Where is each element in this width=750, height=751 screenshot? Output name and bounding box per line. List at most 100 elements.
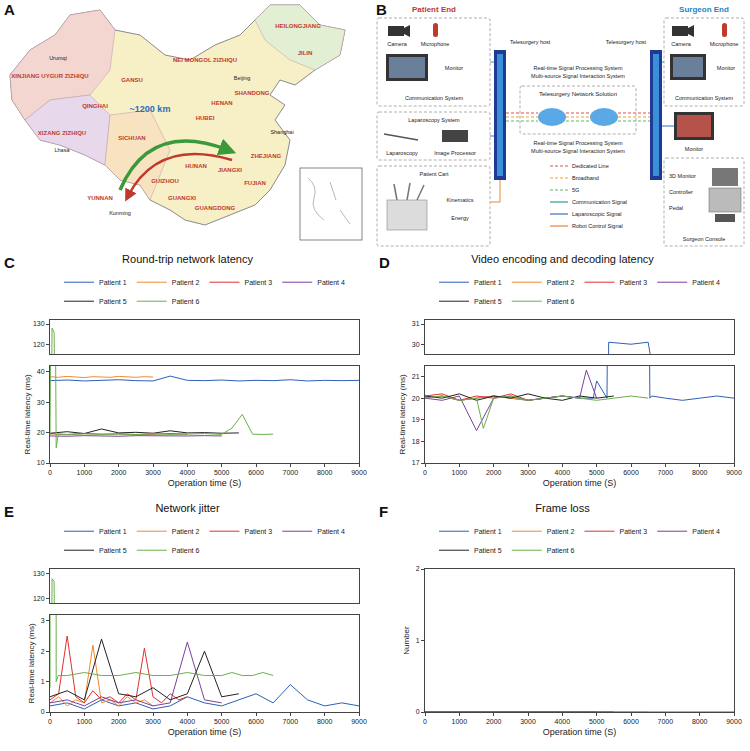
svg-text:0: 0 xyxy=(41,708,45,715)
svg-text:Patient 5: Patient 5 xyxy=(474,547,502,554)
svg-text:1000: 1000 xyxy=(452,718,468,725)
svg-text:3000: 3000 xyxy=(145,718,161,725)
svg-text:Dedicated Line: Dedicated Line xyxy=(572,163,609,169)
svg-text:SICHUAN: SICHUAN xyxy=(118,135,145,141)
svg-text:1: 1 xyxy=(41,678,45,685)
svg-text:1000: 1000 xyxy=(77,718,93,725)
svg-text:5000: 5000 xyxy=(214,469,230,476)
svg-text:1000: 1000 xyxy=(77,469,93,476)
svg-text:Patient 6: Patient 6 xyxy=(547,547,575,554)
svg-text:Patient 3: Patient 3 xyxy=(244,279,272,286)
svg-text:Multi-source Signal Interactio: Multi-source Signal Interaction System xyxy=(531,148,625,154)
svg-text:Camera: Camera xyxy=(671,41,692,47)
svg-text:Surgeon Console: Surgeon Console xyxy=(683,236,726,242)
svg-text:19: 19 xyxy=(412,416,420,423)
svg-text:Patient 4: Patient 4 xyxy=(692,279,720,286)
svg-text:8000: 8000 xyxy=(317,718,333,725)
svg-text:Real-time latency (ms): Real-time latency (ms) xyxy=(24,374,33,454)
svg-text:30: 30 xyxy=(412,341,420,348)
svg-text:8000: 8000 xyxy=(692,469,708,476)
svg-text:Real-time Signal Processing Sy: Real-time Signal Processing System xyxy=(534,65,623,71)
svg-text:Microphone: Microphone xyxy=(421,41,450,47)
svg-text:HUNAN: HUNAN xyxy=(185,163,207,169)
svg-text:HEILONGJIANG: HEILONGJIANG xyxy=(275,23,321,29)
svg-text:GANSU: GANSU xyxy=(121,77,143,83)
svg-text:5000: 5000 xyxy=(589,469,605,476)
svg-text:18: 18 xyxy=(412,438,420,445)
svg-text:Operation time (S): Operation time (S) xyxy=(543,478,617,488)
svg-text:HUBEI: HUBEI xyxy=(196,115,215,121)
svg-text:Broadband: Broadband xyxy=(572,175,599,181)
svg-text:~1200 km: ~1200 km xyxy=(130,104,171,114)
svg-text:7000: 7000 xyxy=(283,718,299,725)
svg-text:7000: 7000 xyxy=(283,469,299,476)
svg-text:6000: 6000 xyxy=(623,469,639,476)
svg-text:2: 2 xyxy=(416,565,420,572)
svg-text:17: 17 xyxy=(412,459,420,466)
svg-text:FUJIAN: FUJIAN xyxy=(244,180,266,186)
svg-text:XINJIANG UYGUR ZIZHIQU: XINJIANG UYGUR ZIZHIQU xyxy=(11,73,88,79)
svg-text:Surgeon End: Surgeon End xyxy=(679,5,729,14)
svg-text:Pedal: Pedal xyxy=(669,205,683,211)
svg-text:Number: Number xyxy=(402,626,411,655)
svg-text:Video encoding and decoding la: Video encoding and decoding latency xyxy=(471,253,654,265)
svg-text:XIZANG ZIZHIQU: XIZANG ZIZHIQU xyxy=(38,130,86,136)
svg-text:Real-time latency (ms): Real-time latency (ms) xyxy=(27,623,36,703)
svg-text:2: 2 xyxy=(41,648,45,655)
svg-text:Patient 1: Patient 1 xyxy=(99,528,127,535)
svg-text:Telesurgery Network Solution: Telesurgery Network Solution xyxy=(539,91,617,97)
svg-text:Patient 3: Patient 3 xyxy=(619,279,647,286)
svg-text:GUANGXI: GUANGXI xyxy=(168,195,196,201)
svg-text:Patient End: Patient End xyxy=(412,5,456,14)
svg-text:120: 120 xyxy=(33,341,45,348)
svg-text:GUANGDONG: GUANGDONG xyxy=(195,205,236,211)
svg-text:9000: 9000 xyxy=(726,718,742,725)
svg-text:Operation time (S): Operation time (S) xyxy=(168,478,242,488)
svg-text:Frame loss: Frame loss xyxy=(535,502,590,514)
svg-text:130: 130 xyxy=(33,570,45,577)
svg-text:20: 20 xyxy=(412,395,420,402)
svg-text:Kunming: Kunming xyxy=(109,210,131,216)
svg-text:30: 30 xyxy=(37,399,45,406)
svg-text:3: 3 xyxy=(41,617,45,624)
svg-text:8000: 8000 xyxy=(692,718,708,725)
svg-text:Microphone: Microphone xyxy=(710,41,739,47)
svg-text:3000: 3000 xyxy=(520,718,536,725)
svg-text:Communication Signal: Communication Signal xyxy=(572,199,627,205)
svg-text:Image Processor: Image Processor xyxy=(434,150,476,156)
svg-text:Monitor: Monitor xyxy=(717,65,736,71)
svg-text:Patient 2: Patient 2 xyxy=(547,279,575,286)
svg-text:31: 31 xyxy=(412,320,420,327)
svg-text:9000: 9000 xyxy=(351,718,367,725)
svg-text:Monitor: Monitor xyxy=(685,146,704,152)
svg-text:Communication System: Communication System xyxy=(405,95,463,101)
svg-text:0: 0 xyxy=(423,718,427,725)
svg-text:Urumqi: Urumqi xyxy=(49,55,67,61)
svg-text:Patient 1: Patient 1 xyxy=(474,279,502,286)
svg-text:2000: 2000 xyxy=(486,469,502,476)
svg-text:Multi-source Signal Interactio: Multi-source Signal Interaction System xyxy=(531,73,625,79)
svg-text:Network jitter: Network jitter xyxy=(155,502,220,514)
svg-text:21: 21 xyxy=(412,373,420,380)
svg-text:HENAN: HENAN xyxy=(211,100,232,106)
svg-text:Patient 6: Patient 6 xyxy=(172,298,200,305)
svg-text:Operation time (S): Operation time (S) xyxy=(543,727,617,737)
svg-text:Patient 5: Patient 5 xyxy=(99,547,127,554)
svg-text:Lhasa: Lhasa xyxy=(55,147,71,153)
svg-text:Operation time (S): Operation time (S) xyxy=(168,727,242,737)
svg-text:1: 1 xyxy=(416,637,420,644)
svg-text:5G: 5G xyxy=(572,187,579,193)
svg-text:3000: 3000 xyxy=(520,469,536,476)
svg-text:Patient 5: Patient 5 xyxy=(474,298,502,305)
svg-text:Controller: Controller xyxy=(669,189,693,195)
svg-text:Patient 3: Patient 3 xyxy=(244,528,272,535)
svg-text:NEI MONGOL ZIZHIQU: NEI MONGOL ZIZHIQU xyxy=(173,57,237,63)
svg-text:9000: 9000 xyxy=(726,469,742,476)
svg-text:0: 0 xyxy=(48,469,52,476)
svg-text:4000: 4000 xyxy=(180,469,196,476)
svg-text:5000: 5000 xyxy=(589,718,605,725)
svg-text:40: 40 xyxy=(37,368,45,375)
svg-text:Kinematics: Kinematics xyxy=(447,197,474,203)
svg-text:0: 0 xyxy=(423,469,427,476)
svg-text:4000: 4000 xyxy=(180,718,196,725)
